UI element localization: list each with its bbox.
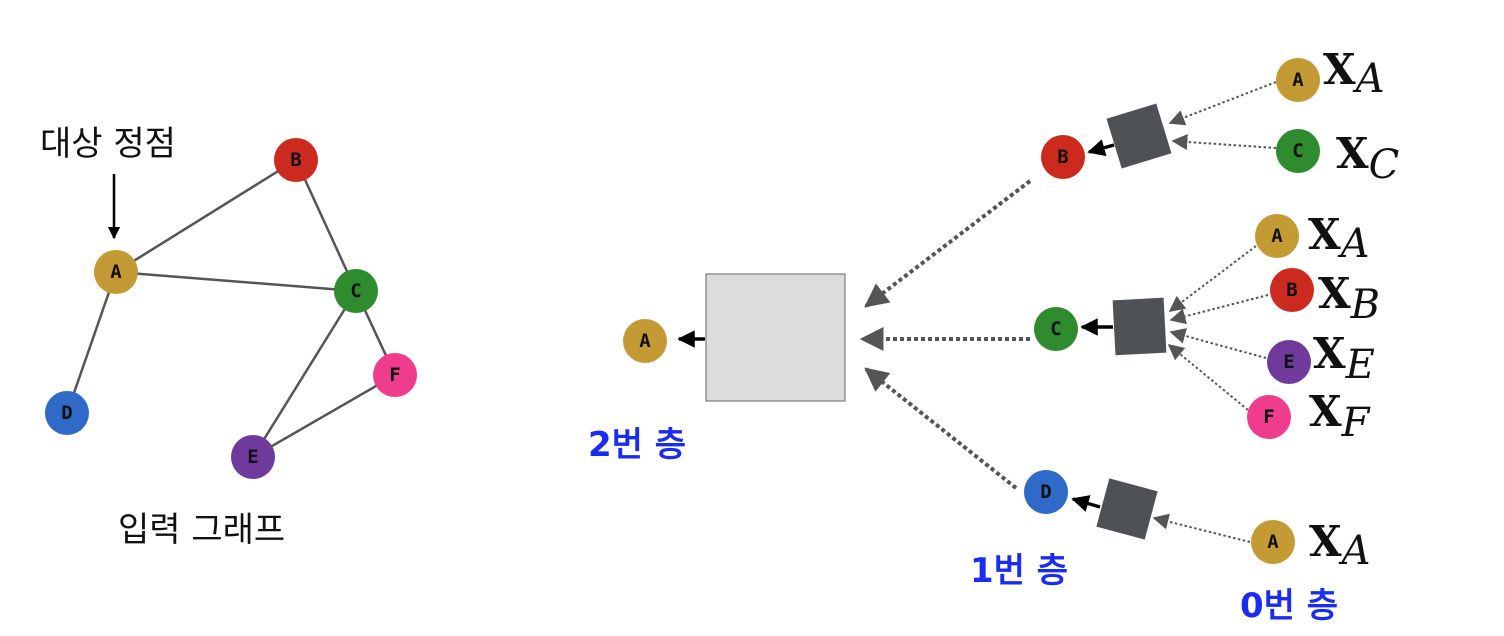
layer1-b-aggregation-box bbox=[1106, 103, 1172, 169]
layer1-node-b: B bbox=[1041, 135, 1085, 179]
layer1-node-c: C bbox=[1034, 307, 1078, 351]
graph-node-d: D bbox=[45, 391, 89, 435]
b-output-arrow bbox=[1087, 139, 1115, 157]
input-c-for-b: C XC bbox=[1276, 129, 1399, 188]
edge-e-to-c-box bbox=[1169, 328, 1267, 359]
layer1-node-d: D bbox=[1024, 470, 1068, 514]
root-node-a: A bbox=[623, 319, 667, 363]
layer1-label: 1번 층 bbox=[970, 551, 1068, 591]
edge-b-to-c-box bbox=[1169, 294, 1269, 325]
feature-xa: XA bbox=[1308, 210, 1369, 267]
input-b-for-c: B XB bbox=[1270, 268, 1380, 328]
input-graph-caption: 입력 그래프 bbox=[118, 510, 285, 550]
node-label-e: E bbox=[247, 446, 258, 468]
edge-b-to-box bbox=[864, 179, 1032, 308]
input-graph: 대상 정점 A B C D E F 입력 그래프 bbox=[40, 124, 417, 550]
layer1-node-b-label: B bbox=[1057, 146, 1068, 168]
node-label-b: B bbox=[290, 149, 301, 171]
layer1-node-d-label: D bbox=[1040, 481, 1051, 503]
input-node-label: B bbox=[1286, 279, 1297, 301]
input-node-label: C bbox=[1292, 140, 1303, 162]
layer1-node-c-label: C bbox=[1050, 318, 1061, 340]
edge-f-to-c-box bbox=[1167, 343, 1249, 411]
input-a-for-d: A XA bbox=[1251, 517, 1370, 574]
layer1-d-aggregation-box bbox=[1096, 478, 1158, 540]
root-node-label: A bbox=[639, 330, 651, 352]
edge-a-d bbox=[65, 271, 118, 414]
layer1-c-aggregation-box bbox=[1112, 297, 1167, 356]
edge-c-e bbox=[251, 290, 358, 458]
feature-xa: XA bbox=[1323, 45, 1384, 102]
node-label-f: F bbox=[389, 364, 400, 386]
feature-xc: XC bbox=[1336, 129, 1399, 188]
input-node-label: F bbox=[1263, 406, 1274, 428]
graph-node-a: A bbox=[94, 250, 138, 294]
input-e-for-c: E XE bbox=[1267, 329, 1375, 388]
input-a-for-c: A XA bbox=[1255, 210, 1369, 267]
d-output-arrow bbox=[1071, 495, 1101, 512]
input-node-label: A bbox=[1267, 531, 1279, 553]
feature-xa: XA bbox=[1309, 517, 1370, 574]
layer2-aggregation-box bbox=[705, 273, 846, 402]
node-label-c: C bbox=[350, 280, 361, 302]
graph-node-f: F bbox=[373, 353, 417, 397]
layer2-label: 2번 층 bbox=[588, 425, 686, 465]
target-node-label: 대상 정점 bbox=[40, 124, 176, 164]
input-node-label: A bbox=[1271, 225, 1283, 247]
feature-xe: XE bbox=[1313, 329, 1375, 388]
graph-node-e: E bbox=[231, 435, 275, 479]
edge-d-to-box bbox=[864, 367, 1018, 490]
computation-graph: A 2번 층 B C D 1번 bbox=[588, 45, 1399, 626]
node-label-a: A bbox=[110, 261, 122, 283]
feature-xb: XB bbox=[1318, 269, 1380, 328]
layer1-to-layer2-edges bbox=[859, 179, 1032, 490]
input-f-for-c: F XF bbox=[1247, 387, 1371, 446]
input-node-label: E bbox=[1283, 351, 1294, 373]
edge-a-b bbox=[115, 158, 297, 274]
edge-b-c bbox=[294, 159, 358, 292]
feature-xf: XF bbox=[1309, 387, 1371, 446]
layer0-label: 0번 층 bbox=[1240, 586, 1338, 626]
layer0-to-layer1-edges bbox=[1152, 81, 1277, 543]
edge-a-c bbox=[115, 270, 357, 293]
edge-e-f bbox=[252, 373, 396, 459]
edge-c-to-b-box bbox=[1171, 133, 1277, 150]
graph-node-c: C bbox=[334, 269, 378, 313]
input-node-label: A bbox=[1292, 69, 1304, 91]
graph-node-b: B bbox=[274, 138, 318, 182]
node-label-d: D bbox=[61, 402, 72, 424]
input-a-for-b: A XA bbox=[1276, 45, 1384, 102]
edge-a-to-d-box bbox=[1152, 513, 1251, 543]
edge-a-to-b-box bbox=[1168, 81, 1277, 126]
